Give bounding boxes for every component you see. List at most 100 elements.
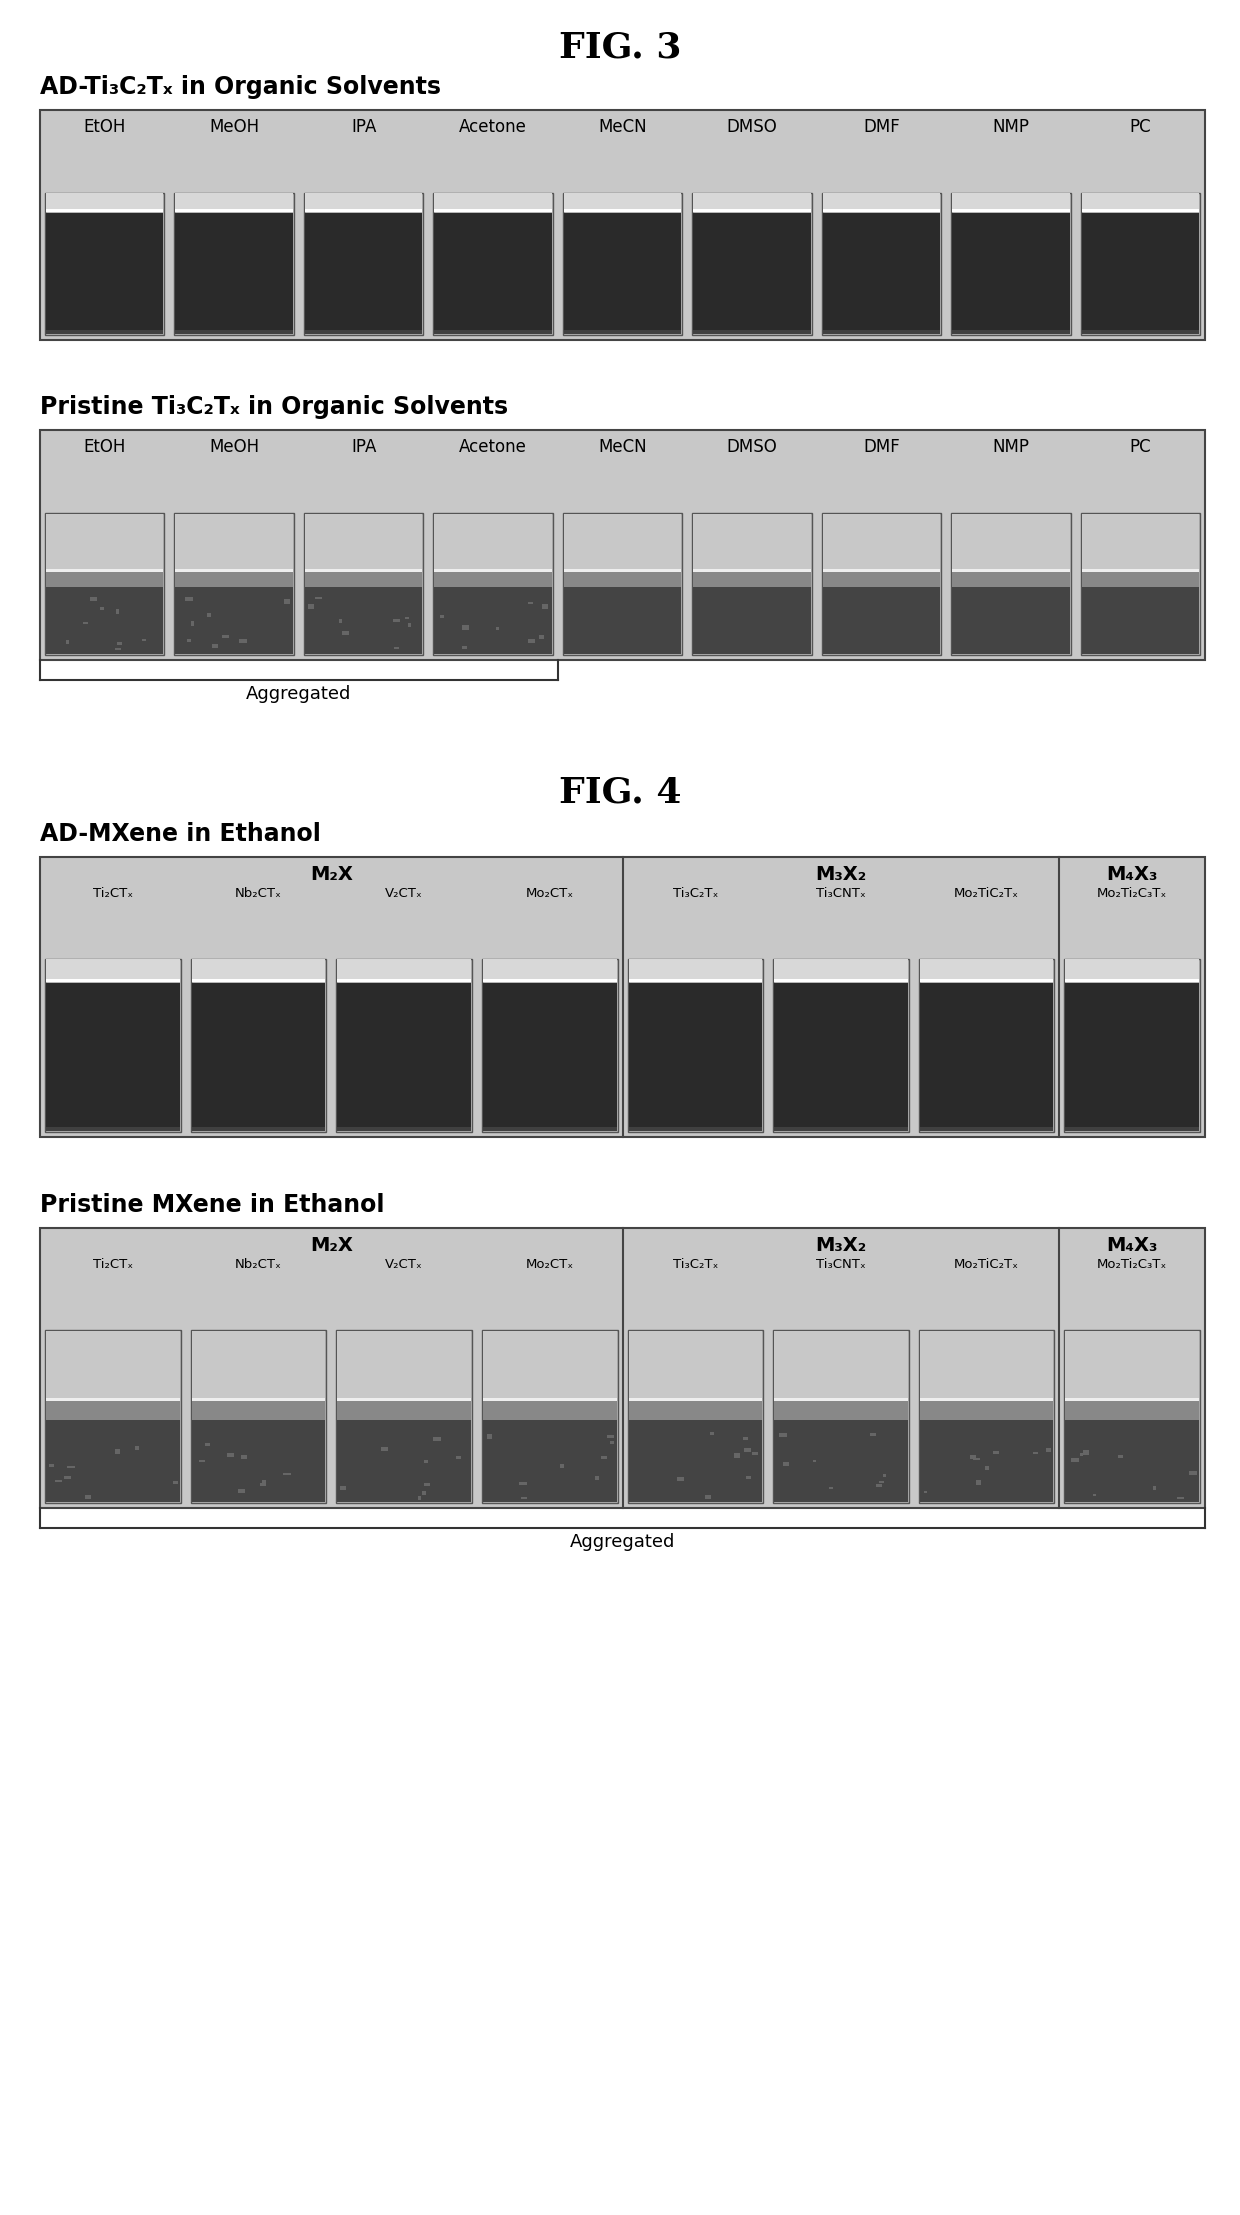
Bar <box>46 208 164 213</box>
Bar <box>751 1453 758 1455</box>
Bar <box>711 1431 714 1435</box>
Bar <box>1045 1449 1052 1453</box>
Bar <box>629 1398 763 1402</box>
Bar <box>1080 514 1200 656</box>
Text: M₃X₂: M₃X₂ <box>816 866 867 884</box>
Bar <box>192 1398 325 1402</box>
Bar <box>774 1127 908 1132</box>
Bar <box>606 1435 614 1438</box>
Bar <box>564 208 681 213</box>
Bar <box>746 1475 750 1480</box>
Text: DMF: DMF <box>863 439 900 456</box>
Bar <box>627 959 763 1132</box>
Bar <box>564 569 681 587</box>
Bar <box>1065 1420 1199 1502</box>
Bar <box>952 208 1070 213</box>
Text: Ti₂CTₓ: Ti₂CTₓ <box>93 886 133 899</box>
Bar <box>952 514 1070 569</box>
Text: IPA: IPA <box>351 439 376 456</box>
Bar <box>46 514 164 569</box>
Bar <box>434 569 552 571</box>
Bar <box>822 514 941 656</box>
Bar <box>1064 1329 1200 1504</box>
Bar <box>482 1398 616 1402</box>
Bar <box>610 1442 614 1444</box>
Bar <box>482 983 616 1132</box>
Bar <box>206 1442 210 1446</box>
Text: Mo₂Ti₂C₃Tₓ: Mo₂Ti₂C₃Tₓ <box>1097 1258 1167 1271</box>
Bar <box>175 213 293 334</box>
Bar <box>393 618 401 622</box>
Bar <box>951 193 1070 334</box>
Bar <box>627 1329 763 1504</box>
Bar <box>564 330 681 334</box>
Bar <box>822 193 940 210</box>
Text: FIG. 3: FIG. 3 <box>559 31 681 64</box>
Text: MeCN: MeCN <box>598 117 647 135</box>
Bar <box>1065 1331 1199 1400</box>
Text: MeOH: MeOH <box>210 439 259 456</box>
Bar <box>175 208 293 213</box>
Bar <box>434 587 552 653</box>
Text: Acetone: Acetone <box>459 439 527 456</box>
Bar <box>117 609 119 614</box>
Bar <box>629 1127 763 1132</box>
Bar <box>870 1433 875 1435</box>
Bar <box>693 208 811 213</box>
Bar <box>434 569 552 587</box>
Bar <box>172 1482 179 1484</box>
Bar <box>212 645 218 647</box>
Text: M₄X₃: M₄X₃ <box>1106 1236 1158 1256</box>
Text: MeCN: MeCN <box>598 439 647 456</box>
Bar <box>46 983 180 1132</box>
Text: Ti₂CTₓ: Ti₂CTₓ <box>93 1258 133 1271</box>
Bar <box>564 587 681 653</box>
Bar <box>487 1435 492 1440</box>
Bar <box>175 587 293 653</box>
Bar <box>1065 1400 1199 1420</box>
Bar <box>440 616 444 618</box>
Bar <box>191 620 195 627</box>
Text: Pristine Ti₃C₂Tₓ in Organic Solvents: Pristine Ti₃C₂Tₓ in Organic Solvents <box>40 394 508 419</box>
Bar <box>192 979 325 981</box>
Bar <box>175 330 293 334</box>
Bar <box>1065 979 1199 981</box>
Text: Aggregated: Aggregated <box>570 1533 676 1550</box>
Bar <box>46 1331 180 1400</box>
Text: Mo₂CTₓ: Mo₂CTₓ <box>526 1258 574 1271</box>
Bar <box>239 638 247 642</box>
Bar <box>1033 1453 1038 1455</box>
Bar <box>1081 208 1199 213</box>
Text: Nb₂CTₓ: Nb₂CTₓ <box>236 886 281 899</box>
Bar <box>40 857 1205 1136</box>
Bar <box>774 1400 908 1420</box>
Bar <box>45 959 181 1132</box>
Bar <box>564 193 681 210</box>
Bar <box>424 1484 430 1486</box>
Bar <box>55 1480 62 1482</box>
Text: Pristine MXene in Ethanol: Pristine MXene in Ethanol <box>40 1194 384 1216</box>
Bar <box>993 1451 999 1453</box>
Bar <box>46 1420 180 1502</box>
Bar <box>340 1486 346 1491</box>
Text: MeOH: MeOH <box>210 117 259 135</box>
Text: V₂CTₓ: V₂CTₓ <box>386 1258 423 1271</box>
Text: AD-Ti₃C₂Tₓ in Organic Solvents: AD-Ti₃C₂Tₓ in Organic Solvents <box>40 75 441 100</box>
Bar <box>539 636 544 640</box>
Bar <box>822 569 940 587</box>
Bar <box>418 1497 422 1500</box>
Bar <box>520 1482 527 1484</box>
Bar <box>482 1127 616 1132</box>
Bar <box>192 1331 325 1400</box>
Bar <box>305 569 423 587</box>
Bar <box>482 1329 618 1504</box>
Bar <box>46 193 164 210</box>
Text: EtOH: EtOH <box>83 439 126 456</box>
Bar <box>66 640 69 645</box>
Bar <box>187 640 191 642</box>
Bar <box>434 213 552 334</box>
Bar <box>822 569 940 571</box>
Bar <box>542 605 548 609</box>
Bar <box>463 625 469 629</box>
Bar <box>192 959 325 979</box>
